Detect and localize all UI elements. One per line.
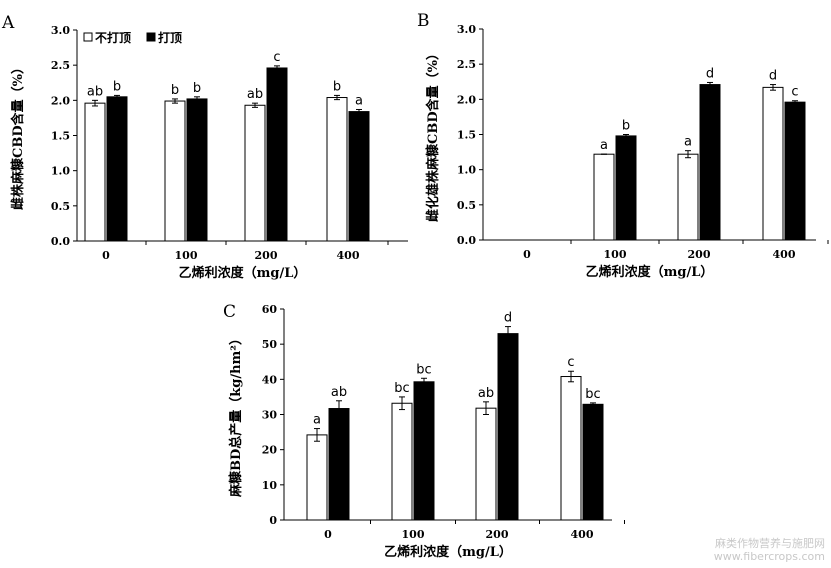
y-tick-label: 1.5 (457, 129, 476, 142)
y-tick-label: 3.0 (457, 23, 476, 36)
y-tick-label: 2.0 (457, 93, 476, 106)
bar (306, 434, 328, 521)
y-axis-title: 雌化雄株麻糠CBD含量（%） (425, 47, 441, 222)
significance-label: ab (331, 385, 347, 400)
bar (244, 104, 266, 242)
x-tick-label: 100 (175, 249, 198, 262)
x-tick-label: 0 (523, 248, 531, 261)
significance-label: bc (585, 387, 600, 402)
y-tick-label: 2.0 (51, 94, 70, 107)
significance-label: bc (394, 381, 409, 396)
legend-swatch (83, 32, 93, 42)
y-tick-label: 20 (262, 444, 278, 457)
x-tick-label: 0 (324, 528, 332, 541)
significance-label: a (684, 135, 692, 150)
bar (186, 98, 208, 242)
x-tick-label: 400 (571, 528, 594, 541)
significance-label: a (355, 93, 363, 108)
bar (497, 333, 519, 521)
y-tick-label: 2.5 (51, 59, 70, 72)
bar (413, 381, 435, 521)
y-tick-label: 2.5 (457, 58, 476, 71)
significance-label: c (273, 50, 280, 65)
y-tick-label: 1.0 (457, 164, 476, 177)
y-tick-label: 50 (262, 338, 278, 351)
y-tick-label: 1.5 (51, 130, 70, 143)
bar (106, 96, 128, 242)
panel-letter: A (1, 13, 15, 33)
significance-label: c (791, 85, 798, 100)
bar (266, 67, 288, 242)
x-tick-label: 200 (255, 249, 278, 262)
y-axis-title: 雌株麻糠CBD含量（%） (10, 61, 26, 210)
x-tick-label: 200 (486, 528, 509, 541)
x-tick-label: 400 (773, 248, 796, 261)
bar (391, 402, 413, 521)
watermark-line1: 麻类作物营养与施肥网 (715, 537, 825, 550)
y-axis-title: 麻糠BD总产量（kg/hm²） (228, 332, 244, 498)
bar (475, 407, 497, 521)
significance-label: ab (478, 386, 494, 401)
y-tick-label: 3.0 (51, 24, 70, 37)
significance-label: a (313, 413, 321, 428)
x-axis-title: 乙烯利浓度（mg/L） (179, 265, 307, 281)
y-tick-label: 0.5 (51, 200, 70, 213)
legend-swatch (146, 32, 156, 42)
bar (784, 101, 806, 241)
significance-label: b (333, 79, 341, 94)
bar (84, 102, 106, 242)
significance-label: b (622, 119, 630, 134)
bar (164, 100, 186, 242)
significance-label: b (171, 83, 179, 98)
y-tick-label: 60 (262, 303, 278, 316)
panel-letter: C (223, 302, 236, 322)
bar (593, 153, 615, 241)
legend: 不打顶 打顶 (83, 30, 182, 45)
legend-label: 不打顶 (95, 30, 131, 45)
significance-label: ab (87, 84, 103, 99)
bar (348, 111, 370, 242)
y-tick-label: 30 (262, 409, 278, 422)
significance-label: b (193, 81, 201, 96)
significance-label: bc (416, 362, 431, 377)
panel-letter: B (417, 11, 430, 31)
y-tick-label: 0 (269, 514, 277, 527)
bar (560, 376, 582, 521)
x-axis-title: 乙烯利浓度（mg/L） (384, 544, 512, 560)
y-tick-label: 0.0 (51, 235, 70, 248)
x-tick-label: 100 (402, 528, 425, 541)
x-tick-label: 100 (604, 248, 627, 261)
y-tick-label: 1.0 (51, 165, 70, 178)
x-tick-label: 0 (102, 249, 110, 262)
x-axis-title: 乙烯利浓度（mg/L） (586, 264, 714, 280)
bar (615, 135, 637, 241)
significance-label: b (113, 79, 121, 94)
significance-label: ab (247, 87, 263, 102)
watermark-line2: www.fibercrops.com (713, 550, 825, 563)
bar (699, 84, 721, 241)
bar (328, 408, 350, 521)
significance-label: a (600, 138, 608, 153)
bar (677, 153, 699, 241)
y-tick-label: 10 (262, 479, 278, 492)
legend-label: 打顶 (158, 30, 182, 45)
significance-label: d (706, 66, 714, 81)
significance-label: d (504, 311, 512, 326)
significance-label: d (769, 69, 777, 84)
y-tick-label: 0.0 (457, 234, 476, 247)
x-tick-label: 200 (688, 248, 711, 261)
significance-label: c (567, 355, 574, 370)
bar (326, 97, 348, 242)
bar (582, 403, 604, 521)
bar (762, 86, 784, 241)
y-tick-label: 0.5 (457, 199, 476, 212)
x-tick-label: 400 (337, 249, 360, 262)
y-tick-label: 40 (262, 373, 278, 386)
